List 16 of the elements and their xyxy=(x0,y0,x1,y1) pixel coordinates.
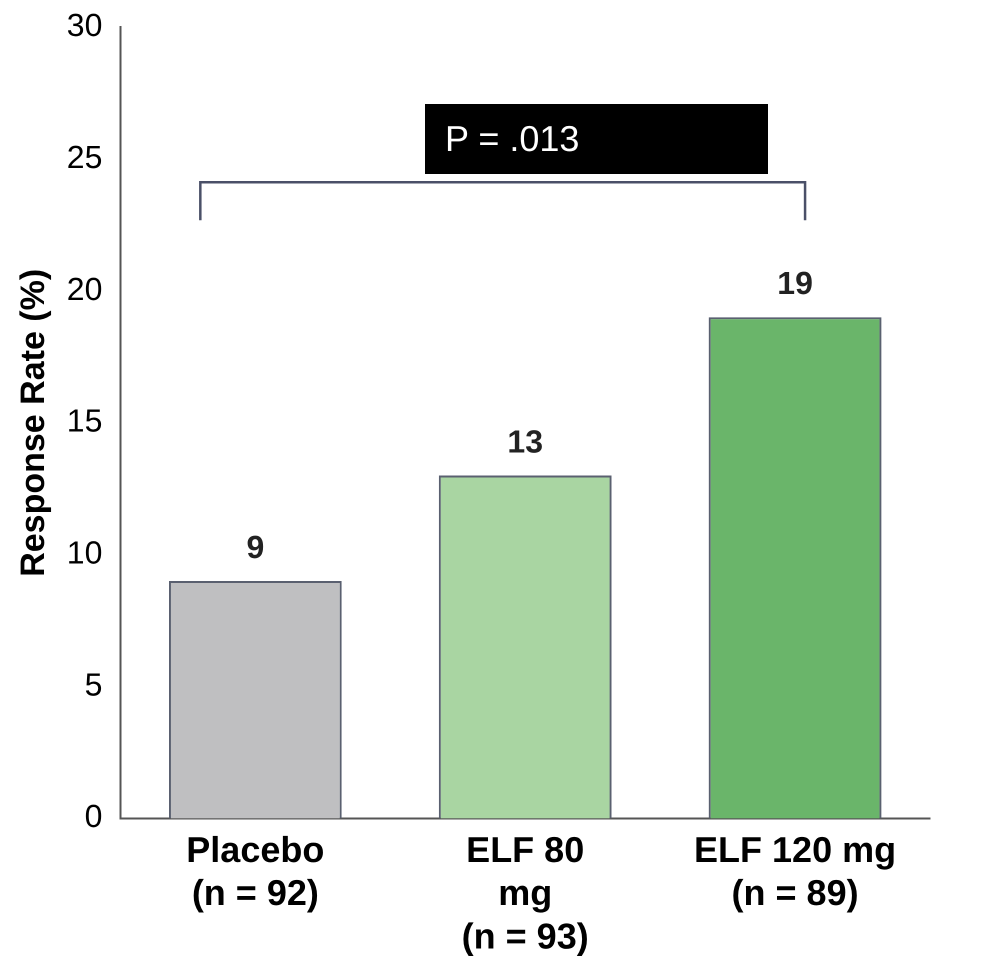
y-tick-label: 20 xyxy=(66,270,102,307)
x-tick-label: Placebo (n = 92) xyxy=(186,828,324,914)
x-tick-label: ELF 80 mg (n = 93) xyxy=(462,828,589,956)
y-tick-label: 0 xyxy=(84,798,102,834)
y-tick-label: 5 xyxy=(84,666,102,702)
y-axis-title: Response Rate (%) xyxy=(14,268,52,577)
label-box: P = .013 xyxy=(425,104,768,174)
y-tick-label: 25 xyxy=(66,138,102,175)
data-label: 9 xyxy=(246,528,264,565)
data-label: 13 xyxy=(507,423,543,460)
data-label: 19 xyxy=(777,265,813,302)
y-tick-label: 10 xyxy=(66,534,102,570)
x-tick-label: ELF 120 mg (n = 89) xyxy=(694,828,896,914)
y-tick-label: 30 xyxy=(66,7,102,44)
annotation: P = .013 xyxy=(445,117,580,162)
y-tick-label: 15 xyxy=(66,402,102,439)
